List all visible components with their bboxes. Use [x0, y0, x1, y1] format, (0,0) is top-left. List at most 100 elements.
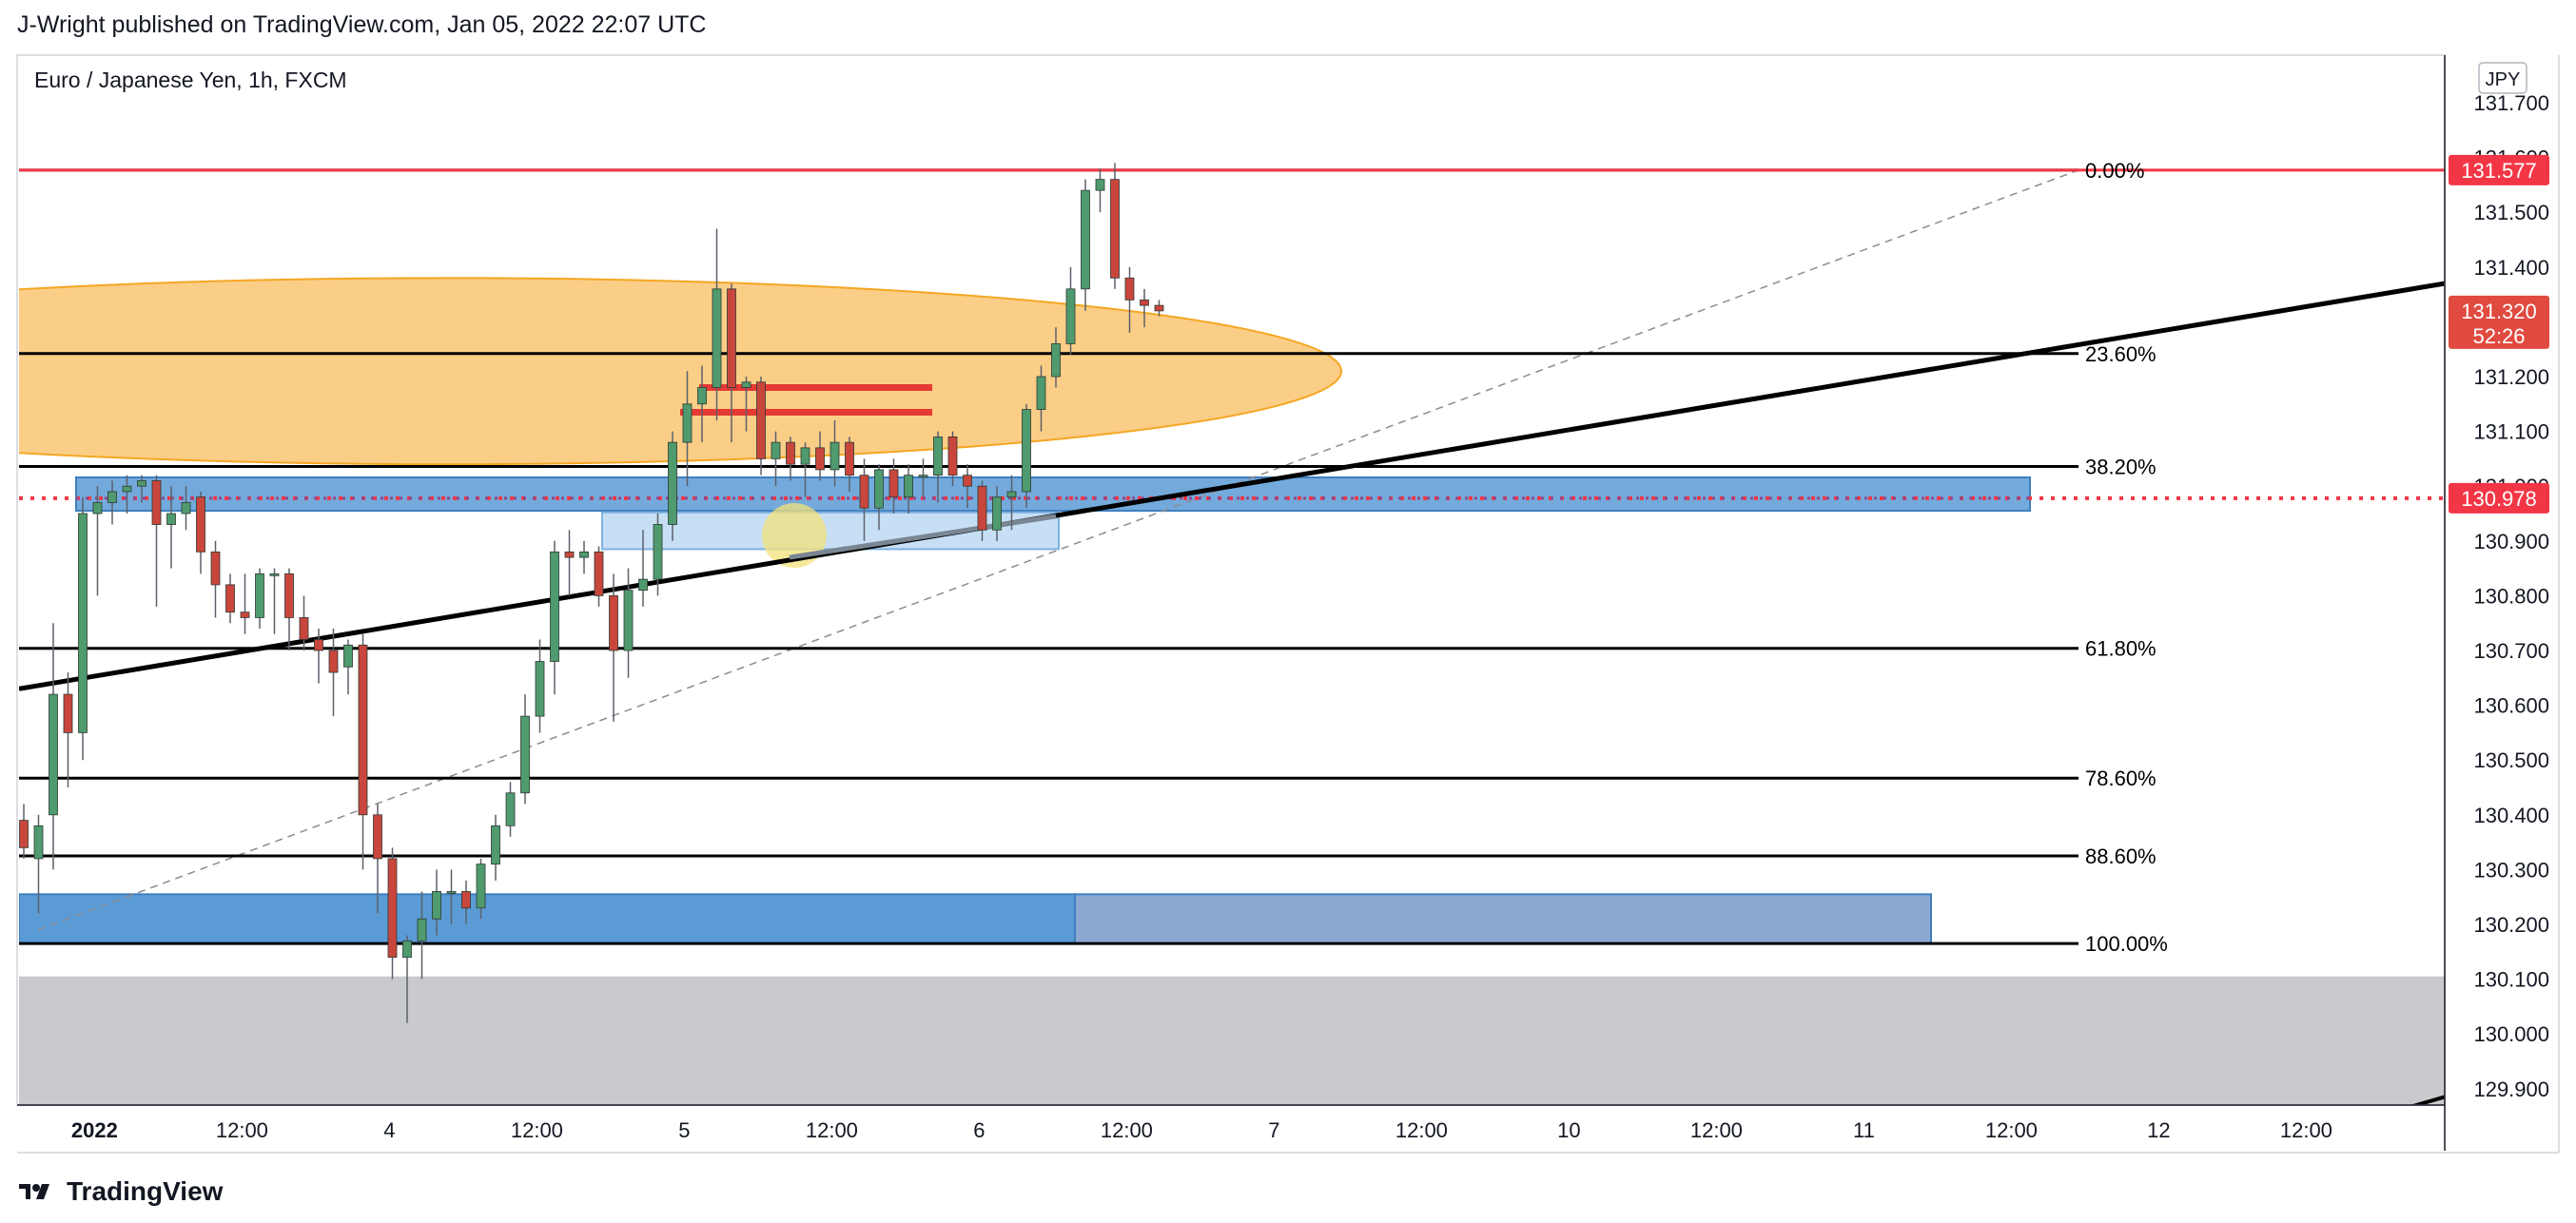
x-tick-label: 12:00: [1101, 1118, 1153, 1142]
candle: [417, 891, 427, 980]
candle: [181, 486, 191, 531]
candle: [269, 568, 280, 634]
candle: [609, 573, 618, 722]
candle: [1065, 266, 1076, 355]
candle-body-up: [638, 578, 648, 592]
candle-body-down: [815, 447, 825, 471]
candle: [210, 540, 221, 618]
candle: [741, 377, 751, 432]
candle-body-down: [63, 693, 73, 733]
blue-demand-zone-extension: [1074, 893, 1932, 945]
candle: [491, 814, 500, 881]
y-tick-label: 130.600: [2473, 694, 2549, 718]
candle: [1124, 266, 1135, 333]
candle: [888, 458, 899, 514]
candle-body-down: [1110, 179, 1120, 279]
candle: [122, 475, 132, 514]
plot-border: [16, 54, 2446, 1106]
candle-body-up: [550, 551, 559, 662]
candle-body-up: [255, 573, 264, 618]
candle-body-up: [343, 644, 353, 668]
candle: [1110, 163, 1120, 289]
candle: [166, 486, 176, 569]
candle-body-down: [225, 584, 235, 613]
candle: [682, 371, 693, 487]
ascending-trendline: [19, 281, 2445, 691]
y-tick-label: 131.500: [2473, 201, 2549, 224]
candle-body-up: [166, 513, 176, 525]
candle-body-up: [49, 693, 58, 816]
candle-body-up: [505, 792, 516, 826]
candle-body-down: [210, 551, 221, 586]
candle-body-down: [859, 475, 869, 509]
candle-body-down: [947, 436, 958, 476]
candle: [712, 228, 722, 421]
candle-body-up: [712, 288, 722, 388]
candle: [520, 694, 530, 805]
candle-body-down: [786, 441, 795, 465]
candle: [1051, 327, 1061, 388]
countdown-label: 52:26: [2472, 324, 2525, 348]
candle-body-down: [358, 644, 368, 816]
x-tick-label: 2022: [71, 1118, 118, 1142]
candle-body-up: [1095, 179, 1105, 191]
candle: [137, 475, 146, 503]
candle-body-up: [1065, 288, 1076, 344]
candle-body-up: [476, 864, 486, 909]
price-axis-label-bg: [2449, 295, 2549, 349]
plot-area: [19, 163, 2445, 1105]
candle-body-down: [19, 820, 29, 848]
candle: [1140, 288, 1149, 328]
candle: [829, 420, 840, 487]
candle: [697, 365, 707, 443]
y-tick-label: 130.300: [2473, 858, 2549, 882]
price-axis-label: 130.978: [2449, 482, 2549, 514]
candle-body-up: [417, 918, 427, 942]
candle: [815, 431, 825, 481]
candle-body-up: [446, 891, 457, 894]
candle-body-up: [432, 891, 441, 920]
candle-body-down: [284, 573, 294, 618]
candle-body-down: [977, 485, 987, 531]
candle-body-up: [1036, 376, 1046, 410]
x-tick-label: 4: [383, 1118, 395, 1142]
y-tick-label: 131.700: [2473, 91, 2549, 115]
candle: [918, 458, 928, 497]
candle-body-up: [800, 447, 810, 465]
price-axis-label-text: 131.320: [2461, 300, 2537, 323]
candle-body-down: [727, 288, 736, 388]
candle: [107, 480, 117, 525]
candle: [225, 573, 235, 624]
fib-level-label: 100.00%: [2085, 932, 2168, 956]
fib-level-label: 61.80%: [2085, 637, 2156, 661]
candle-body-up: [653, 524, 663, 580]
candle: [33, 814, 44, 914]
candle-body-down: [963, 475, 972, 487]
candle: [151, 475, 162, 607]
y-tick-label: 130.400: [2473, 804, 2549, 827]
x-tick-label: 10: [1557, 1118, 1580, 1142]
tradingview-logo-icon[interactable]: [17, 1180, 57, 1203]
candle: [373, 804, 382, 914]
candle: [1095, 168, 1105, 213]
candle: [550, 540, 559, 695]
candle: [432, 869, 441, 936]
candle-body-down: [845, 441, 854, 476]
price-axis-label: 131.577: [2449, 154, 2549, 185]
candle: [977, 480, 987, 541]
candle: [240, 573, 250, 634]
candle-body-down: [314, 639, 323, 651]
currency-badge[interactable]: JPY: [2478, 62, 2527, 94]
fib-level-label: 38.20%: [2085, 455, 2156, 478]
candle: [564, 530, 575, 596]
footer-brand[interactable]: TradingView: [67, 1176, 224, 1206]
y-tick-label: 131.200: [2473, 365, 2549, 389]
candle: [314, 628, 323, 684]
candle: [594, 546, 604, 607]
candle-body-up: [741, 381, 751, 388]
y-tick-label: 131.400: [2473, 256, 2549, 280]
candle-body-up: [682, 403, 693, 443]
